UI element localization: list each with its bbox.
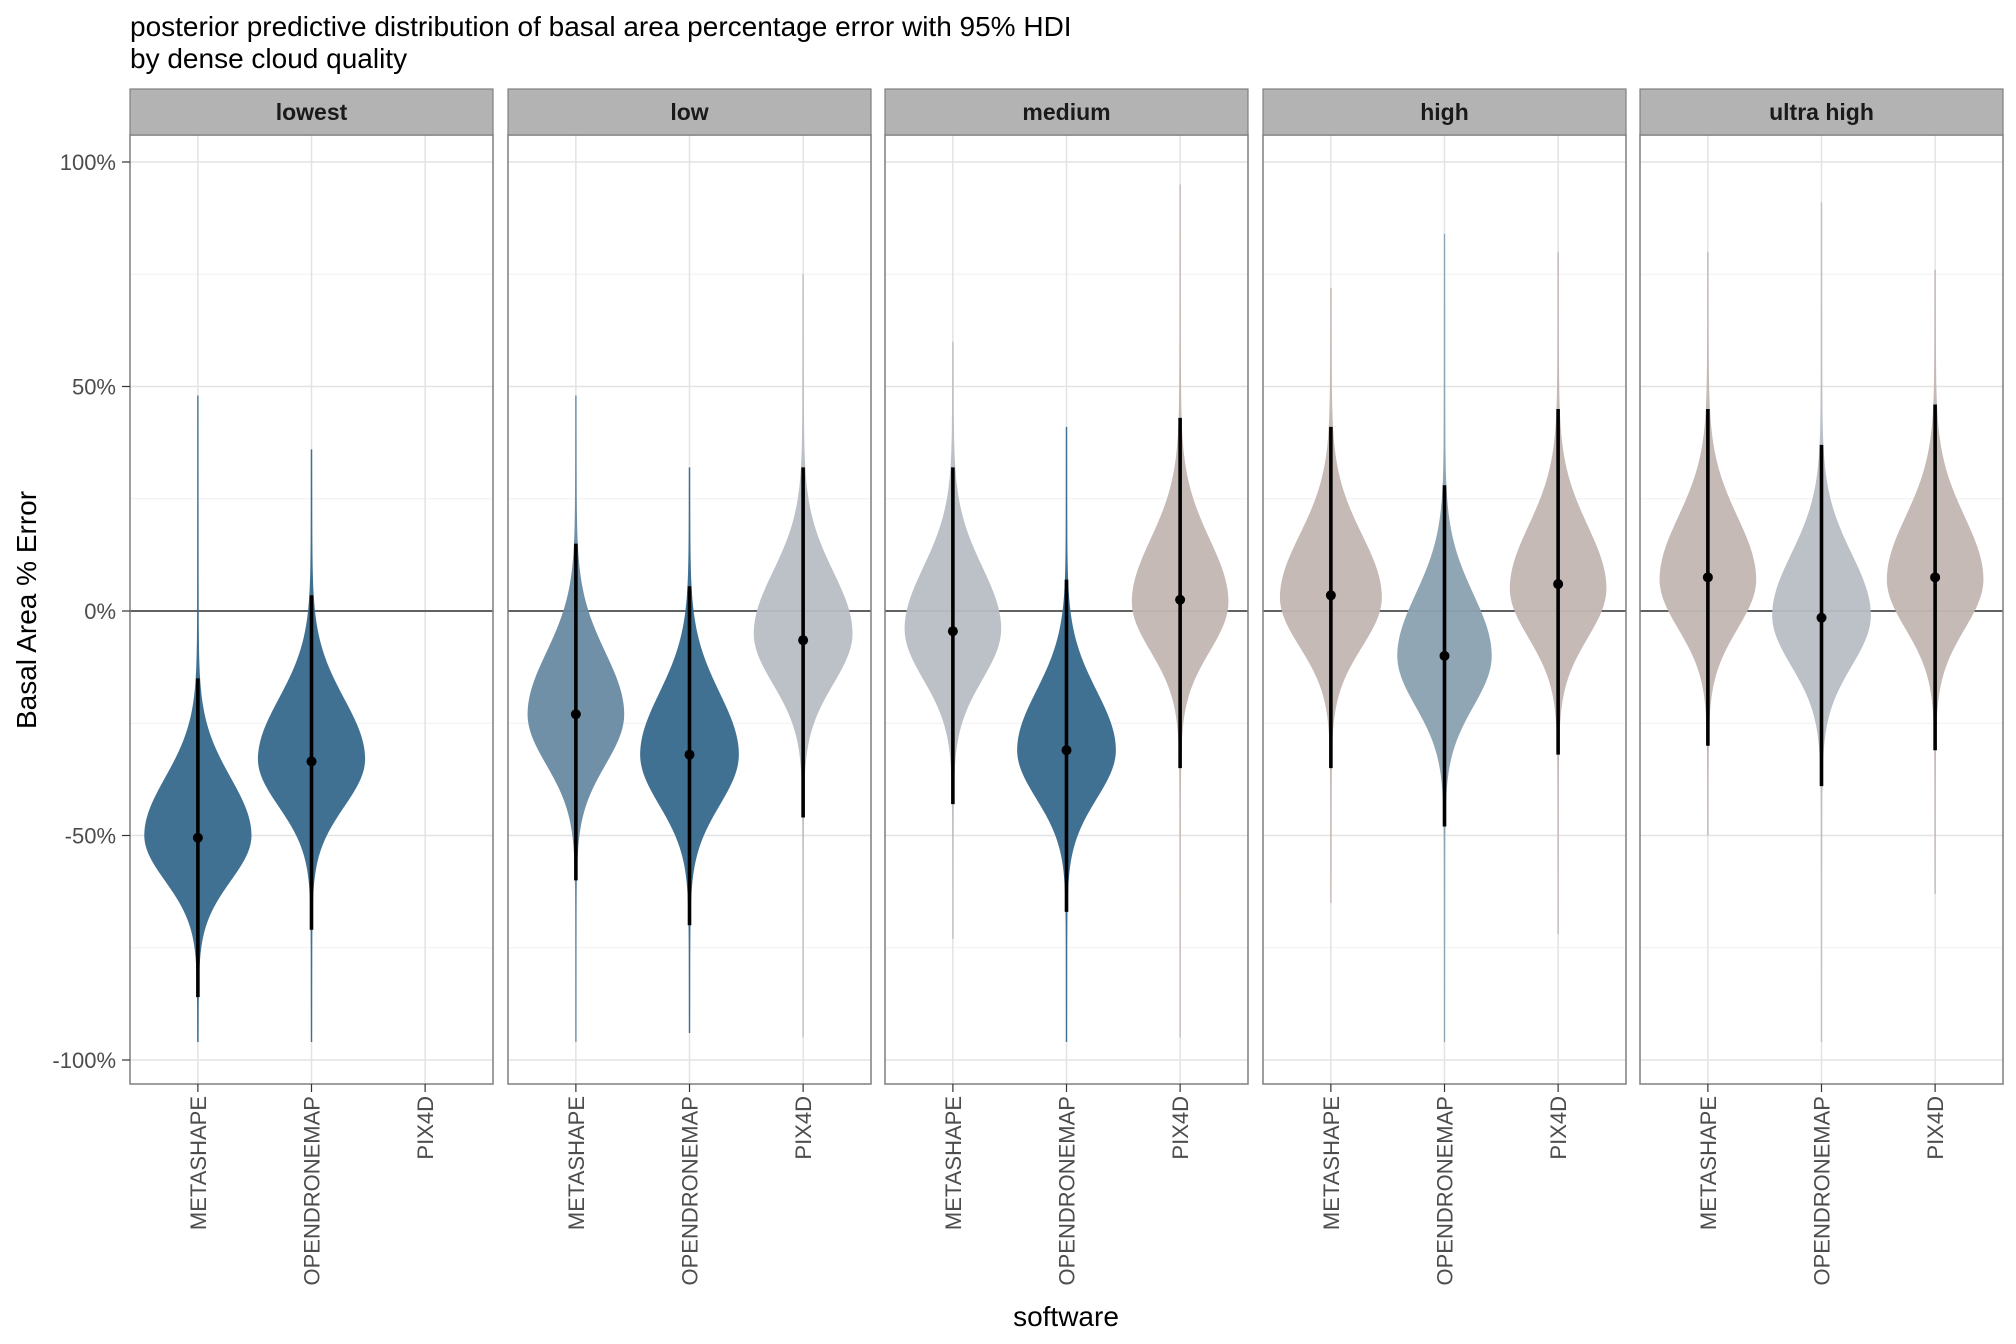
median-point <box>1702 572 1713 583</box>
median-point <box>947 626 958 637</box>
y-tick-label: 0% <box>84 599 116 624</box>
x-tick-label: PIX4D <box>1923 1096 1948 1160</box>
chart-subtitle: by dense cloud quality <box>130 43 407 74</box>
facet-strip-label: low <box>670 99 708 125</box>
median-point <box>306 756 317 767</box>
median-point <box>684 749 695 760</box>
y-tick-label: 50% <box>72 375 116 400</box>
facet-strip-label: ultra high <box>1769 99 1874 125</box>
median-point <box>1553 579 1564 590</box>
facet-strip <box>1639 88 2004 136</box>
facet-panel: high METASHAPE OPENDRONEMAP PIX4D <box>1262 88 1627 1285</box>
facet-strip-label: medium <box>1022 99 1110 125</box>
x-tick-label: OPENDRONEMAP <box>1055 1096 1080 1285</box>
facet-strip <box>884 88 1249 136</box>
x-tick-label: OPENDRONEMAP <box>678 1096 703 1285</box>
violin-group <box>1886 269 1984 894</box>
y-axis-title: Basal Area % Error <box>11 491 42 729</box>
facet-strip-label: high <box>1420 99 1469 125</box>
facet-strip <box>1262 88 1627 136</box>
violin-group <box>1017 426 1116 1043</box>
median-point <box>192 832 203 843</box>
violin-group <box>1397 233 1492 1043</box>
x-tick-label: PIX4D <box>791 1096 816 1160</box>
violin-group <box>1509 251 1607 935</box>
violin-group <box>257 449 366 1043</box>
facet-strip-label: lowest <box>276 99 348 125</box>
violin-group <box>753 274 853 1038</box>
x-axis-title: software <box>1013 1301 1119 1332</box>
median-point <box>1439 650 1450 661</box>
violin-group <box>1772 202 1871 1043</box>
x-tick-label: METASHAPE <box>1696 1096 1721 1230</box>
violin-group <box>1279 287 1382 903</box>
x-tick-label: METASHAPE <box>941 1096 966 1230</box>
x-tick-label: PIX4D <box>1168 1096 1193 1160</box>
facet-panel: low METASHAPE OPENDRONEMAP PIX4D <box>507 88 872 1285</box>
facet-strip <box>129 88 494 136</box>
y-axis: 100% 50% 0% -50% -100% <box>52 150 130 1073</box>
facet-panel: ultra high METASHAPE OPENDRONEMAP PIX4D <box>1639 88 2004 1285</box>
median-point <box>1816 612 1827 623</box>
median-point <box>1061 745 1072 756</box>
y-tick-label: 100% <box>60 150 116 175</box>
facet-strip <box>507 88 872 136</box>
x-tick-label: OPENDRONEMAP <box>300 1096 325 1285</box>
x-tick-label: METASHAPE <box>1319 1096 1344 1230</box>
median-point <box>570 709 581 720</box>
x-tick-label: OPENDRONEMAP <box>1810 1096 1835 1285</box>
facet-panel: medium METASHAPE OPENDRONEMAP PIX4D <box>884 88 1249 1285</box>
y-tick-label: -50% <box>65 824 116 849</box>
violin-group <box>904 341 1002 939</box>
violin-group <box>1659 251 1757 836</box>
y-tick-label: -100% <box>52 1048 116 1073</box>
violin-group <box>527 395 625 1043</box>
violin-group <box>1131 184 1229 1038</box>
x-tick-label: OPENDRONEMAP <box>1433 1096 1458 1285</box>
chart-title: posterior predictive distribution of bas… <box>130 11 1072 42</box>
violin-group <box>144 395 252 1043</box>
x-tick-label: PIX4D <box>413 1096 438 1160</box>
median-point <box>1175 594 1186 605</box>
x-tick-label: PIX4D <box>1546 1096 1571 1160</box>
x-tick-label: METASHAPE <box>564 1096 589 1230</box>
x-tick-label: METASHAPE <box>186 1096 211 1230</box>
facet-panels: lowest METASHAPE OPENDRONEMAP PIX4D low METAS… <box>129 88 2004 1285</box>
facet-panel: lowest METASHAPE OPENDRONEMAP PIX4D <box>129 88 494 1285</box>
median-point <box>1325 590 1336 601</box>
violin-group <box>640 467 739 1034</box>
median-point <box>1930 572 1941 583</box>
median-point <box>798 635 809 646</box>
